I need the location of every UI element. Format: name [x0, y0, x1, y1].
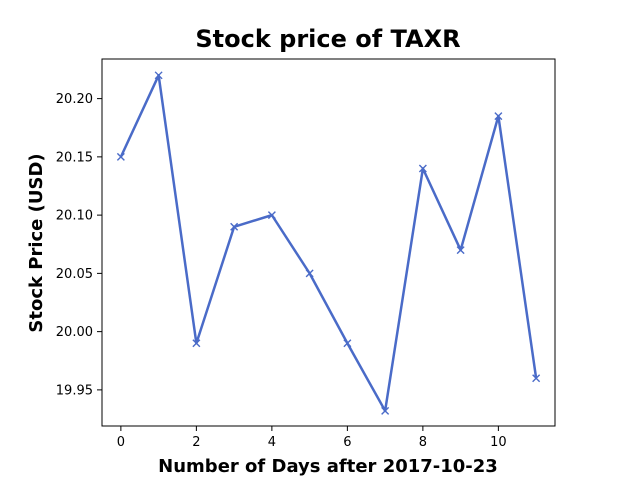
- y-tick-label: 20.05: [56, 267, 93, 282]
- y-axis-ticks: 19.95 20.00 20.05 20.10 20.15 20.20: [56, 92, 102, 398]
- y-tick-label: 19.95: [56, 383, 93, 398]
- data-point-5: [305, 269, 314, 278]
- x-tick-label: 8: [419, 435, 427, 450]
- x-axis-ticks: 0 2 4 6 8 10: [117, 426, 507, 450]
- data-point-10: [494, 112, 503, 121]
- data-point-4: [267, 211, 276, 220]
- data-point-6: [343, 339, 352, 348]
- data-point-0: [116, 152, 125, 161]
- y-axis-label: Stock Price (USD): [26, 153, 47, 332]
- data-point-7: [381, 406, 390, 415]
- data-point-2: [192, 339, 201, 348]
- data-point-11: [532, 374, 541, 383]
- y-tick-label: 20.10: [56, 209, 93, 224]
- x-tick-label: 4: [268, 435, 276, 450]
- series-line-0: [119, 74, 538, 413]
- plot-area: [101, 58, 556, 427]
- y-tick-label: 20.15: [56, 150, 93, 165]
- data-point-3: [230, 222, 239, 231]
- chart-title: Stock price of TAXR: [195, 25, 460, 53]
- x-tick-label: 6: [343, 435, 351, 450]
- x-axis-label: Number of Days after 2017-10-23: [158, 456, 498, 477]
- y-tick-label: 20.20: [56, 92, 93, 107]
- plot-frame: [101, 58, 556, 427]
- data-point-9: [456, 246, 465, 255]
- data-point-8: [418, 164, 427, 173]
- x-tick-label: 2: [192, 435, 200, 450]
- x-tick-label: 0: [117, 435, 125, 450]
- data-point-1: [154, 71, 163, 80]
- x-tick-label: 10: [490, 435, 507, 450]
- y-tick-label: 20.00: [56, 325, 93, 340]
